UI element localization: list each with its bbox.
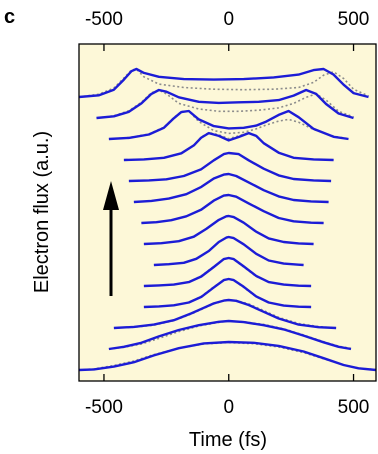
panel-letter: c — [4, 6, 15, 28]
x-bottom-tick-label-1: 0 — [223, 397, 234, 418]
trace-4 — [143, 256, 312, 288]
trace-10 — [123, 131, 334, 162]
measured-line-10 — [123, 131, 334, 162]
fit-line-11 — [108, 110, 349, 140]
measured-line-13 — [78, 67, 369, 99]
measured-line-2 — [113, 298, 337, 330]
trace-8 — [133, 172, 329, 204]
top-x-axis: -500 0 500 — [85, 9, 369, 51]
measured-line-9 — [128, 151, 332, 183]
measured-line-6 — [143, 214, 314, 246]
measured-line-7 — [141, 193, 324, 225]
trace-2 — [113, 298, 337, 330]
plot-frame — [78, 43, 377, 382]
y-axis-label: Electron flux (a.u.) — [31, 131, 53, 293]
plot-background — [79, 44, 376, 381]
trace-11 — [108, 109, 349, 141]
trace-13 — [78, 67, 369, 99]
measured-line-8 — [133, 172, 329, 204]
series-layer — [78, 67, 377, 372]
measured-line-3 — [143, 277, 312, 309]
up-arrow — [103, 181, 119, 296]
x-top-tick-label-2: 500 — [338, 9, 370, 30]
arrow-head — [103, 181, 119, 210]
trace-6 — [143, 214, 314, 246]
measured-line-4 — [143, 256, 312, 288]
trace-0 — [78, 340, 377, 372]
x-bottom-tick-label-2: 500 — [338, 397, 370, 418]
x-top-tick-label-0: -500 — [85, 9, 123, 30]
trace-1 — [108, 319, 352, 351]
measured-line-1 — [108, 319, 352, 351]
trace-5 — [153, 235, 304, 267]
measured-line-12 — [96, 88, 354, 120]
x-bottom-tick-label-0: -500 — [85, 397, 123, 418]
measured-line-0 — [78, 340, 377, 372]
measured-line-5 — [153, 235, 304, 267]
x-top-tick-label-1: 0 — [223, 9, 234, 30]
trace-12 — [96, 88, 354, 120]
measured-line-11 — [108, 109, 349, 141]
trace-3 — [143, 277, 312, 309]
x-axis-label: Time (fs) — [189, 429, 267, 451]
bottom-x-axis: -500 0 500 — [85, 374, 369, 418]
trace-7 — [141, 193, 324, 225]
trace-9 — [128, 151, 332, 183]
